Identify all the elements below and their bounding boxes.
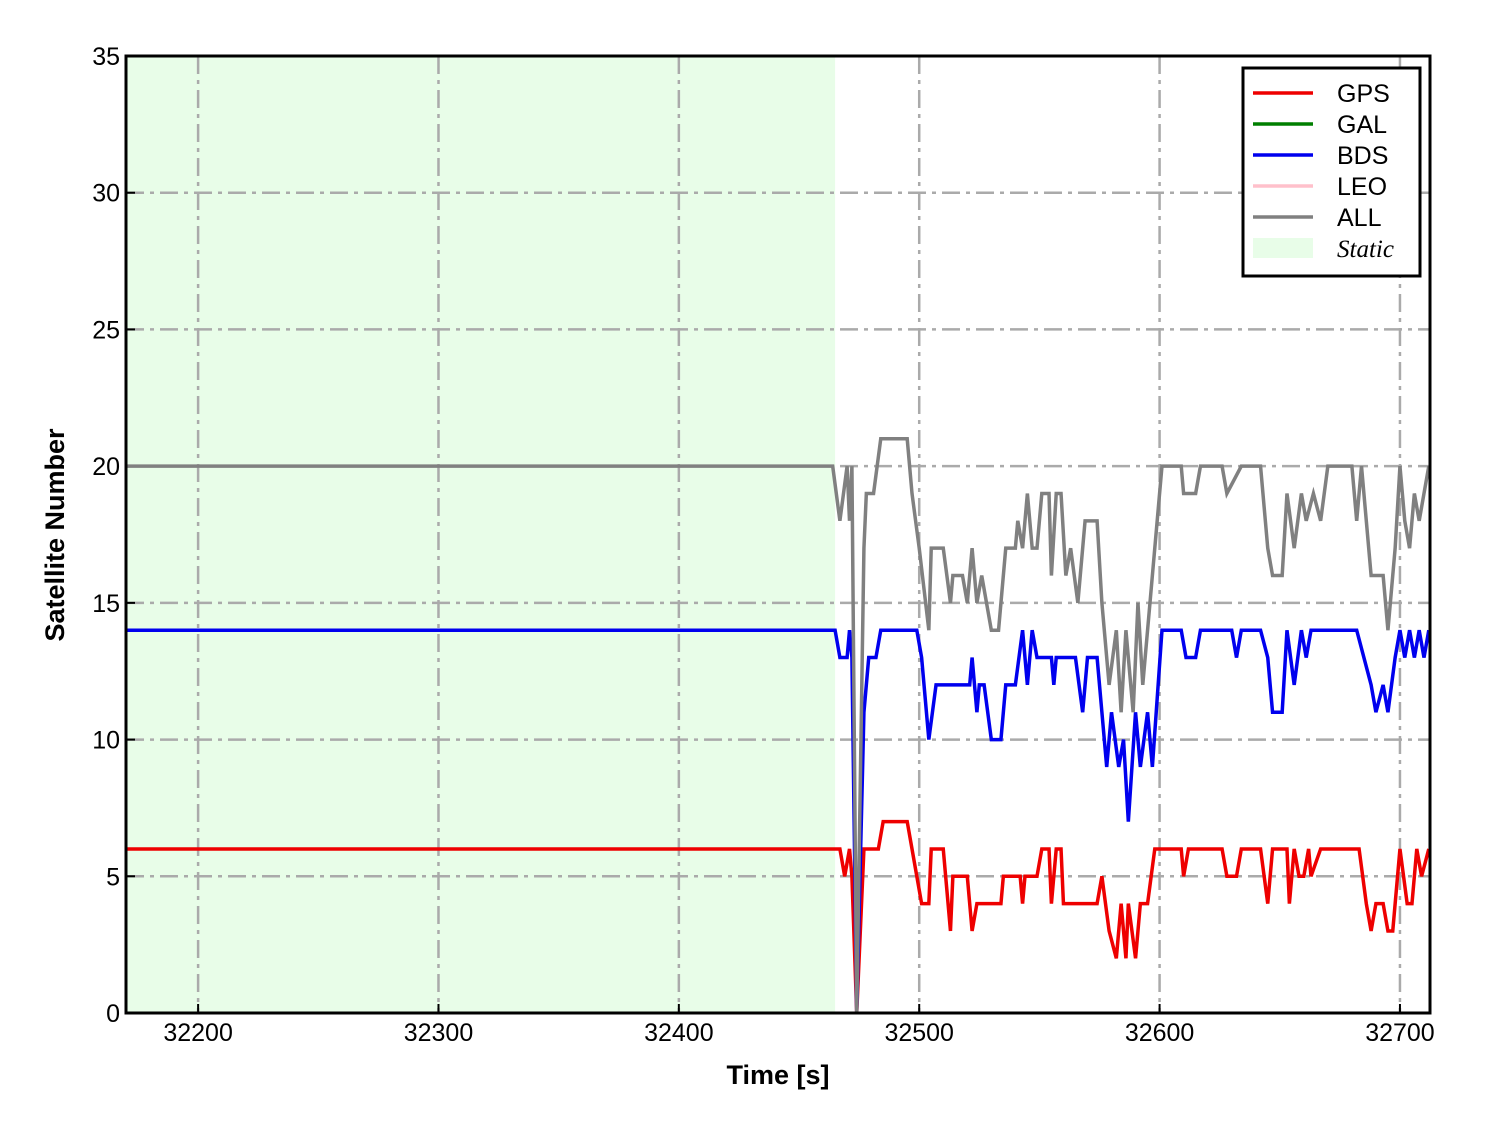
legend-label: GPS: [1337, 80, 1390, 108]
y-tick-label: 10: [92, 727, 120, 755]
x-tick-label: 32300: [404, 1019, 474, 1047]
y-tick-label: 25: [92, 316, 120, 344]
legend-label: GAL: [1337, 111, 1387, 139]
x-tick-label: 32200: [163, 1019, 233, 1047]
x-tick-label: 32400: [644, 1019, 714, 1047]
y-tick-label: 35: [92, 43, 120, 71]
plot-frame: [124, 54, 1432, 1015]
x-tick-label: 32500: [884, 1019, 954, 1047]
legend-swatch: [1253, 238, 1313, 258]
x-tick-label: 32700: [1365, 1019, 1435, 1047]
x-tick-label: 32600: [1125, 1019, 1195, 1047]
y-tick-label: 20: [92, 453, 120, 481]
series-line: [126, 437, 1431, 1014]
legend-label: ALL: [1337, 204, 1382, 232]
series-line: [126, 819, 1431, 1014]
y-tick-label: 30: [92, 180, 120, 208]
legend-label: LEO: [1337, 173, 1387, 201]
x-axis-label: Time [s]: [726, 1060, 829, 1090]
y-tick-label: 0: [106, 1000, 120, 1028]
legend-label: Static: [1337, 236, 1394, 263]
y-axis-label: Satellite Number: [40, 428, 70, 642]
series-line: [126, 628, 1431, 1014]
shaded-region: [126, 56, 836, 1013]
y-tick-label: 5: [106, 863, 120, 891]
y-tick-label: 15: [92, 590, 120, 618]
legend-label: BDS: [1337, 142, 1388, 170]
